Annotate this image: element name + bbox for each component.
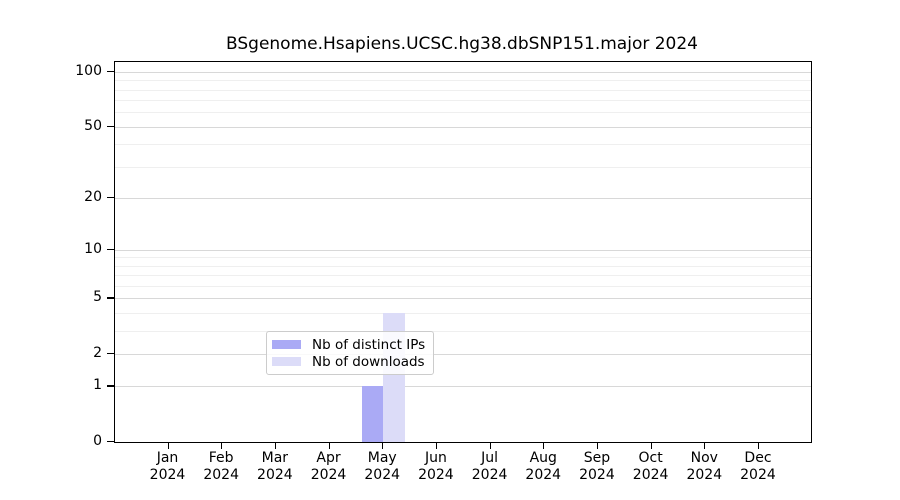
x-tick-year: 2024 bbox=[525, 467, 562, 483]
gridline-minor bbox=[115, 330, 811, 332]
gridline-minor bbox=[115, 166, 811, 168]
y-tick-mark bbox=[107, 352, 114, 355]
y-tick-mark bbox=[107, 441, 114, 443]
x-tick-year: 2024 bbox=[257, 467, 293, 483]
gridline-minor bbox=[115, 112, 811, 114]
x-tick-label: Apr 2024 bbox=[297, 450, 361, 484]
gridline-minor bbox=[115, 275, 811, 277]
y-tick-mark bbox=[107, 125, 114, 127]
x-tick-label: Nov 2024 bbox=[672, 450, 736, 484]
x-tick-label: Sep 2024 bbox=[565, 450, 629, 484]
x-tick-mark bbox=[489, 442, 491, 449]
x-tick-year: 2024 bbox=[310, 467, 347, 483]
gridline-major bbox=[115, 298, 811, 300]
y-tick-label: 5 bbox=[93, 289, 102, 306]
gridline-major bbox=[115, 197, 811, 199]
x-tick-mark bbox=[382, 442, 384, 449]
x-tick-label: Aug 2024 bbox=[511, 450, 575, 484]
gridline-minor bbox=[115, 144, 811, 146]
gridline-minor bbox=[115, 265, 811, 267]
y-tick-mark bbox=[107, 385, 114, 387]
legend-item: Nb of distinct IPs bbox=[272, 336, 427, 353]
legend-swatch-downloads bbox=[272, 357, 301, 366]
gridline-major bbox=[115, 126, 811, 128]
legend: Nb of distinct IPs Nb of downloads bbox=[266, 331, 434, 375]
gridline-minor bbox=[115, 80, 811, 82]
y-tick-label: 1 bbox=[93, 377, 102, 394]
x-tick-year: 2024 bbox=[418, 467, 454, 483]
gridline-minor bbox=[115, 89, 811, 91]
x-tick-mark bbox=[650, 442, 652, 449]
x-tick-label: May 2024 bbox=[350, 450, 414, 484]
y-tick-mark bbox=[107, 297, 114, 299]
y-tick-label: 50 bbox=[84, 117, 102, 134]
gridline-major bbox=[115, 353, 811, 355]
x-tick-year: 2024 bbox=[740, 467, 776, 483]
x-tick-year: 2024 bbox=[686, 467, 723, 483]
x-tick-label: Oct 2024 bbox=[619, 450, 683, 484]
gridline-minor bbox=[115, 312, 811, 314]
x-tick-mark bbox=[543, 442, 545, 449]
x-tick-year: 2024 bbox=[364, 467, 401, 483]
legend-swatch-distinct-ips bbox=[272, 340, 301, 349]
y-tick-mark bbox=[107, 196, 114, 199]
plot-area bbox=[114, 61, 812, 443]
chart-title: BSgenome.Hsapiens.UCSC.hg38.dbSNP151.maj… bbox=[226, 34, 698, 54]
x-tick-mark bbox=[435, 442, 438, 449]
y-tick-label: 2 bbox=[93, 344, 102, 361]
y-tick-label: 10 bbox=[84, 240, 102, 257]
x-tick-mark bbox=[221, 442, 223, 449]
x-tick-mark bbox=[167, 442, 169, 449]
legend-label: Nb of downloads bbox=[312, 353, 425, 370]
x-tick-label: Dec 2024 bbox=[726, 450, 790, 484]
x-tick-label: Mar 2024 bbox=[243, 450, 307, 484]
legend-item: Nb of downloads bbox=[272, 353, 427, 370]
x-tick-mark bbox=[328, 442, 330, 449]
x-tick-year: 2024 bbox=[632, 467, 669, 483]
x-tick-year: 2024 bbox=[203, 467, 239, 483]
legend-label: Nb of distinct IPs bbox=[312, 336, 426, 353]
x-tick-mark bbox=[596, 442, 599, 449]
x-tick-mark bbox=[704, 442, 706, 449]
x-tick-mark bbox=[274, 442, 277, 449]
y-tick-label: 20 bbox=[84, 188, 102, 205]
gridline-major bbox=[115, 249, 811, 251]
y-tick-label: 0 bbox=[93, 433, 102, 449]
x-tick-year: 2024 bbox=[149, 467, 186, 483]
x-tick-label: Feb 2024 bbox=[189, 450, 253, 484]
y-tick-mark bbox=[107, 248, 114, 250]
gridline-minor bbox=[115, 257, 811, 259]
y-tick-label: 100 bbox=[75, 63, 102, 79]
x-tick-year: 2024 bbox=[471, 467, 508, 483]
y-tick-mark bbox=[107, 71, 114, 73]
x-tick-year: 2024 bbox=[579, 467, 615, 483]
x-tick-label: Jan 2024 bbox=[136, 450, 200, 484]
gridline-major bbox=[115, 72, 811, 73]
x-tick-mark bbox=[757, 442, 760, 449]
bar-distinct-ips bbox=[361, 386, 384, 442]
x-tick-label: Jun 2024 bbox=[404, 450, 468, 484]
x-tick-label: Jul 2024 bbox=[458, 450, 522, 484]
gridline-minor bbox=[115, 100, 811, 102]
gridline-minor bbox=[115, 285, 811, 287]
gridline-major bbox=[115, 386, 811, 388]
